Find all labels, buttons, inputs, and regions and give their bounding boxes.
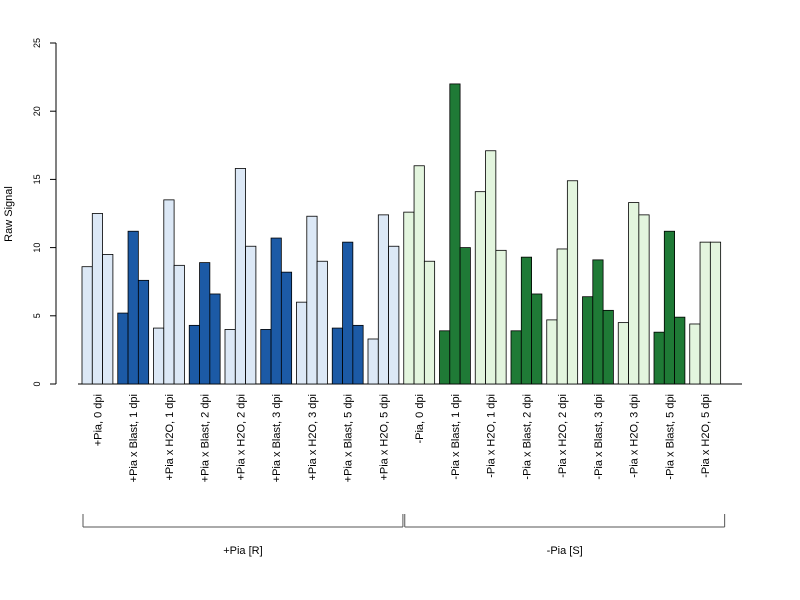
group-brackets: +Pia [R] -Pia [S] [82, 514, 726, 557]
bar [367, 338, 379, 385]
bar [495, 249, 507, 385]
bar [91, 213, 104, 385]
category-label: +Pia x H2O, 5 dpi [378, 394, 390, 481]
category-label: +Pia x Blast, 1 dpi [128, 394, 140, 482]
y-tick-label: 10 [32, 243, 42, 253]
bar [663, 230, 675, 385]
bar [699, 241, 711, 385]
category-label: -Pia x Blast, 1 dpi [450, 394, 462, 480]
y-axis: 0 5 10 15 20 25 [32, 38, 57, 387]
bar [199, 262, 211, 385]
bar [173, 264, 185, 385]
bar [592, 259, 604, 385]
category-labels: +Pia, 0 dpi +Pia x Blast, 1 dpi +Pia x H2O… [92, 394, 712, 482]
bar [316, 260, 328, 385]
category-label: +Pia x Blast, 2 dpi [200, 394, 212, 482]
bar [546, 319, 558, 385]
bar [260, 329, 272, 385]
category-label: -Pia x Blast, 5 dpi [664, 394, 676, 480]
bar [81, 266, 93, 385]
bar [352, 324, 364, 385]
category-label: +Pia x H2O, 2 dpi [235, 394, 247, 481]
category-label: +Pia x Blast, 3 dpi [271, 394, 283, 482]
bar [153, 327, 165, 385]
y-tick-label: 20 [32, 106, 42, 116]
bar [137, 279, 150, 385]
bar [163, 199, 175, 385]
category-label: -Pia x H2O, 3 dpi [629, 394, 641, 478]
bar [674, 316, 686, 385]
bar [296, 301, 308, 385]
category-label: -Pia, 0 dpi [414, 394, 426, 444]
bar [245, 245, 257, 385]
bar [342, 241, 354, 385]
bar [234, 168, 247, 385]
bar [459, 247, 471, 385]
category-label: +Pia x H2O, 1 dpi [164, 394, 176, 481]
bar [709, 241, 722, 385]
bar [439, 330, 451, 385]
bar [520, 256, 532, 385]
bar [531, 293, 543, 385]
group-label: +Pia [R] [223, 545, 262, 557]
y-tick-label: 15 [32, 174, 42, 184]
bar [102, 254, 114, 385]
bars-layer [81, 83, 722, 385]
bar [403, 211, 415, 385]
bar [117, 312, 129, 385]
category-label: +Pia x H2O, 3 dpi [307, 394, 319, 481]
bar [638, 214, 650, 385]
category-label: +Pia, 0 dpi [92, 394, 104, 446]
y-tick-label: 25 [32, 38, 42, 48]
bar [474, 191, 486, 385]
y-tick-label: 0 [32, 381, 42, 386]
bar [270, 237, 282, 385]
group-label: -Pia [S] [547, 545, 583, 557]
bar [209, 293, 221, 385]
bar [510, 330, 522, 385]
bar [224, 329, 236, 385]
bar [566, 180, 579, 385]
y-axis-title: Raw Signal [3, 186, 15, 242]
category-label: -Pia x H2O, 5 dpi [700, 394, 712, 478]
bar [485, 150, 497, 385]
bar [628, 202, 640, 385]
bar [280, 271, 293, 385]
category-label: -Pia x Blast, 3 dpi [593, 394, 605, 480]
category-label: -Pia x H2O, 1 dpi [486, 394, 498, 478]
bar [331, 327, 343, 385]
bar [413, 165, 425, 385]
bar [689, 323, 701, 385]
bar [306, 215, 318, 385]
bar [617, 322, 629, 385]
bar [449, 83, 461, 385]
bar [188, 324, 200, 385]
bar [127, 230, 139, 385]
bar [388, 245, 400, 385]
category-label: -Pia x H2O, 2 dpi [557, 394, 569, 478]
bar [556, 248, 568, 385]
y-tick-label: 5 [32, 313, 42, 318]
bar [582, 296, 594, 385]
bar [377, 214, 389, 385]
bar [423, 260, 436, 385]
bar [602, 309, 614, 385]
category-label: +Pia x Blast, 5 dpi [343, 394, 355, 482]
category-label: -Pia x Blast, 2 dpi [521, 394, 533, 480]
bar [653, 331, 665, 385]
